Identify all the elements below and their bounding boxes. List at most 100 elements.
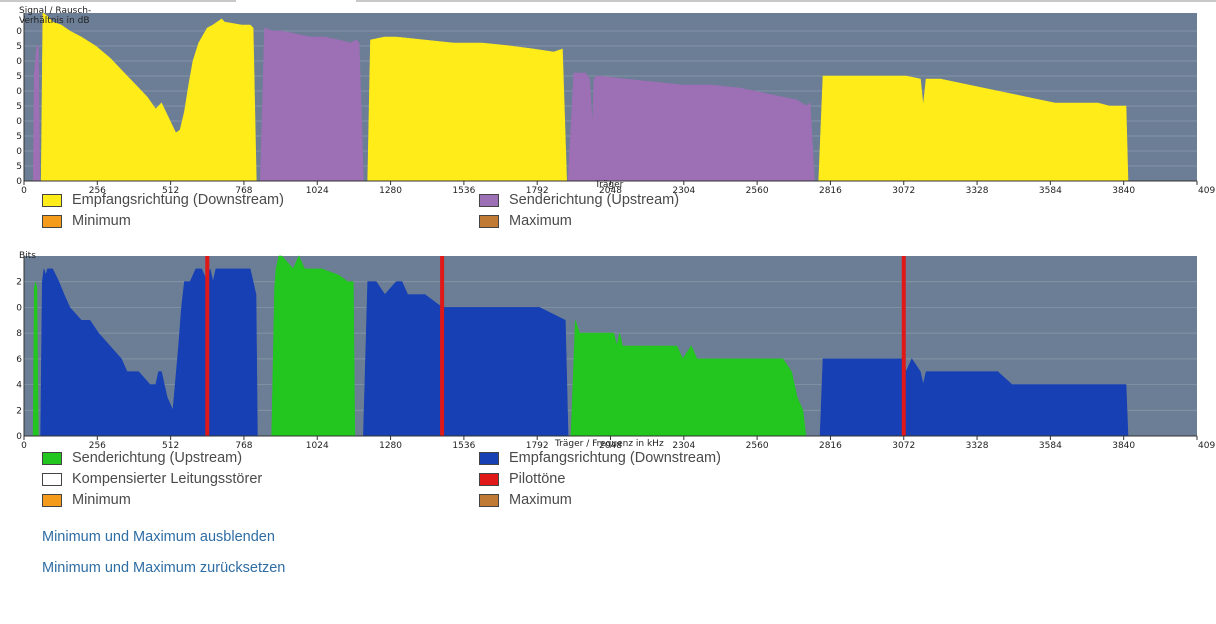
x-tick-label-9: 2304 bbox=[672, 441, 695, 450]
bits-legend-swatch-4 bbox=[479, 472, 499, 486]
x-tick-label-15: 3840 bbox=[1112, 441, 1135, 450]
bits-legend-swatch-5 bbox=[42, 493, 62, 507]
bits-legend-label-1: Senderichtung (Upstream) bbox=[72, 450, 243, 466]
x-tick-label-14: 3584 bbox=[1039, 186, 1062, 195]
snr-legend-item-1: Empfangsrichtung (Downstream) bbox=[42, 191, 284, 209]
x-tick-label-6: 1536 bbox=[452, 186, 475, 195]
series-area-6 bbox=[819, 358, 1129, 437]
snr-legend-item-4: Maximum bbox=[479, 212, 572, 230]
bits-legend-label-2: Empfangsrichtung (Downstream) bbox=[509, 450, 721, 466]
series-area-6 bbox=[818, 75, 1129, 182]
snr-legend-item-3: Minimum bbox=[42, 212, 131, 230]
bits-legend-item-1: Senderichtung (Upstream) bbox=[42, 449, 242, 467]
x-tick-label-3: 768 bbox=[235, 441, 252, 450]
x-tick-label-9: 2304 bbox=[672, 186, 695, 195]
x-tick-label-1: 256 bbox=[89, 186, 106, 195]
x-tick-label-16: 409 bbox=[1198, 186, 1215, 195]
y-tick-label-7: 5 bbox=[16, 132, 22, 142]
snr-legend-swatch-3 bbox=[42, 214, 62, 228]
series-area-2 bbox=[40, 268, 258, 437]
series-area-4 bbox=[367, 36, 568, 182]
y-tick-label-2: 4 bbox=[16, 381, 22, 391]
y-tick-label-5: 5 bbox=[16, 102, 22, 112]
bits-legend-label-4: Pilottöne bbox=[509, 471, 566, 487]
x-tick-label-12: 3072 bbox=[892, 186, 915, 195]
x-tick-label-8: 2048 bbox=[599, 441, 622, 450]
x-tick-label-2: 512 bbox=[162, 441, 179, 450]
bits-legend-item-2: Empfangsrichtung (Downstream) bbox=[479, 449, 721, 467]
y-tick-label-1: 2 bbox=[16, 406, 22, 416]
series-area-2 bbox=[40, 12, 257, 182]
x-tick-label-0: 0 bbox=[21, 186, 27, 195]
x-tick-label-2: 512 bbox=[162, 186, 179, 195]
y-tick-label-4: 8 bbox=[16, 329, 22, 339]
bits-legend-item-5: Minimum bbox=[42, 491, 131, 509]
y-tick-label-4: 0 bbox=[16, 87, 22, 97]
y-tick-label-9: 5 bbox=[16, 162, 22, 172]
x-tick-label-15: 3840 bbox=[1112, 186, 1135, 195]
series-area-5 bbox=[567, 72, 815, 182]
snr-legend-label-2: Senderichtung (Upstream) bbox=[509, 192, 680, 208]
y-tick-label-1: 5 bbox=[16, 42, 22, 52]
pilot-tone-2 bbox=[440, 256, 445, 436]
bits-legend-swatch-1 bbox=[42, 451, 62, 465]
bits-legend-label-5: Minimum bbox=[72, 492, 131, 508]
bits-legend-item-4: Pilottöne bbox=[479, 470, 565, 488]
x-tick-label-4: 1024 bbox=[306, 186, 329, 195]
x-tick-label-11: 2816 bbox=[819, 441, 842, 450]
hide-min-max-link[interactable]: Minimum und Maximum ausblenden bbox=[42, 529, 275, 545]
snr-xlabel: Träger bbox=[594, 180, 624, 190]
snr-ylabel-line2: Verhältnis in dB bbox=[19, 16, 90, 26]
x-tick-label-7: 1792 bbox=[526, 186, 549, 195]
y-tick-label-3: 6 bbox=[16, 355, 22, 365]
x-tick-label-4: 1024 bbox=[306, 441, 329, 450]
x-tick-label-0: 0 bbox=[21, 441, 27, 450]
series-area-4 bbox=[363, 281, 569, 437]
snr-ylabel-line1: Signal / Rausch- bbox=[19, 6, 91, 16]
bits-xlabel: Träger / Frequenz in kHz bbox=[554, 439, 664, 449]
x-tick-label-10: 2560 bbox=[746, 186, 769, 195]
bits-legend-swatch-2 bbox=[479, 451, 499, 465]
snr-legend-swatch-1 bbox=[42, 193, 62, 207]
snr-legend-swatch-2 bbox=[479, 193, 499, 207]
bits-ylabel: Bits bbox=[19, 251, 36, 261]
x-tick-label-3: 768 bbox=[235, 186, 252, 195]
x-tick-label-1: 256 bbox=[89, 441, 106, 450]
x-tick-label-12: 3072 bbox=[892, 441, 915, 450]
x-tick-label-10: 2560 bbox=[746, 441, 769, 450]
x-tick-label-5: 1280 bbox=[379, 441, 402, 450]
top-border-left bbox=[0, 0, 236, 2]
bits-legend-item-3: Kompensierter Leitungsstörer bbox=[42, 470, 262, 488]
bits-legend-label-3: Kompensierter Leitungsstörer bbox=[72, 471, 263, 487]
y-tick-label-3: 5 bbox=[16, 72, 22, 82]
y-tick-label-10: 0 bbox=[16, 177, 22, 187]
pilot-tone-1 bbox=[205, 256, 210, 436]
series-area-3 bbox=[271, 255, 356, 437]
y-tick-label-2: 0 bbox=[16, 57, 22, 67]
x-tick-label-5: 1280 bbox=[379, 186, 402, 195]
bits-legend-swatch-3 bbox=[42, 472, 62, 486]
y-tick-label-6: 0 bbox=[16, 117, 22, 127]
x-tick-label-6: 1536 bbox=[452, 441, 475, 450]
x-tick-label-14: 3584 bbox=[1039, 441, 1062, 450]
series-area-5 bbox=[570, 320, 807, 437]
reset-min-max-link[interactable]: Minimum und Maximum zurücksetzen bbox=[42, 560, 286, 576]
x-tick-label-11: 2816 bbox=[819, 186, 842, 195]
snr-legend-label-3: Minimum bbox=[72, 213, 131, 229]
x-tick-label-7: 1792 bbox=[526, 441, 549, 450]
snr-legend-label-1: Empfangsrichtung (Downstream) bbox=[72, 192, 284, 208]
pilot-tone-3 bbox=[901, 256, 906, 436]
y-tick-label-8: 0 bbox=[16, 147, 22, 157]
x-tick-label-8: 2048 bbox=[599, 186, 622, 195]
x-tick-label-16: 409 bbox=[1198, 441, 1215, 450]
y-tick-label-6: 2 bbox=[16, 278, 22, 288]
series-area-3 bbox=[260, 27, 364, 182]
snr-legend-swatch-4 bbox=[479, 214, 499, 228]
snr-legend-label-4: Maximum bbox=[509, 213, 572, 229]
bits-legend-swatch-6 bbox=[479, 493, 499, 507]
bits-chart: 0 256 512 768 1024 1280 1536 1792 2048 2304 2560 28… bbox=[16, 251, 1215, 450]
top-border-right bbox=[356, 0, 1216, 2]
y-tick-label-0: 0 bbox=[16, 432, 22, 442]
snr-legend-item-2: Senderichtung (Upstream) bbox=[479, 191, 679, 209]
y-tick-label-0: 0 bbox=[16, 27, 22, 37]
